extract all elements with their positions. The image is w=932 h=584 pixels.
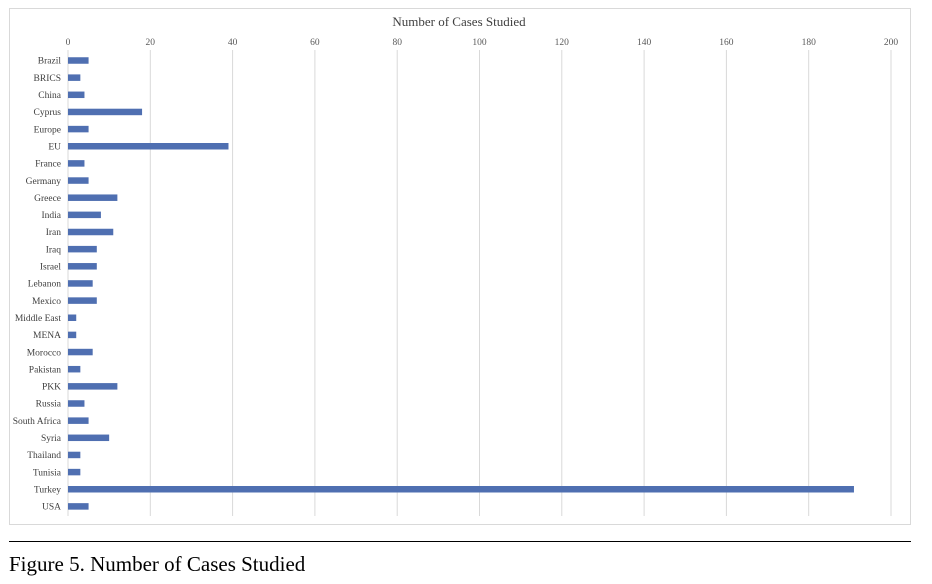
category-label: Mexico: [32, 297, 61, 307]
category-label: BRICS: [34, 74, 61, 84]
category-label: Morocco: [27, 348, 62, 358]
category-label: Brazil: [38, 57, 62, 67]
x-axis-ticks: 0 20 40 60 80 100 120 140 160 180 200: [66, 38, 899, 48]
category-label: Israel: [40, 263, 61, 273]
bar-middle-east: [68, 314, 77, 321]
bar-germany: [68, 177, 89, 184]
category-label: Middle East: [15, 314, 62, 324]
chart-frame: [9, 8, 911, 525]
category-label: South Africa: [13, 416, 62, 427]
x-tick-label: 200: [884, 38, 899, 48]
bar-tunisia: [68, 468, 81, 476]
bar-iran: [68, 228, 114, 236]
bar-china: [68, 91, 85, 99]
category-label: MENA: [33, 331, 61, 341]
bar-brazil: [68, 57, 89, 64]
gridlines: [67, 50, 892, 516]
x-tick-label: 100: [472, 38, 487, 48]
bar-morocco: [68, 348, 93, 356]
bar-south-africa: [68, 417, 89, 424]
caption-rule: [9, 541, 911, 542]
bar-cyprus: [68, 108, 143, 116]
category-label: India: [41, 211, 61, 221]
bar-israel: [68, 263, 97, 270]
bar-pkk: [68, 383, 118, 390]
x-tick-label: 0: [66, 38, 71, 48]
x-tick-label: 20: [146, 38, 156, 48]
x-tick-label: 120: [555, 38, 570, 48]
bar-thailand: [68, 451, 81, 459]
category-label: China: [38, 91, 61, 101]
y-axis-labels: Brazil BRICS China Cyprus Europe EU France Germ…: [13, 57, 62, 513]
category-label: Europe: [34, 125, 61, 135]
category-label: Thailand: [27, 451, 61, 461]
bar-lebanon: [68, 280, 93, 287]
x-tick-label: 80: [392, 38, 402, 48]
category-label: Turkey: [34, 485, 61, 495]
bars: [68, 57, 854, 510]
category-label: Syria: [41, 434, 62, 444]
category-label: Pakistan: [29, 365, 61, 375]
figure-caption: Figure 5. Number of Cases Studied: [9, 552, 306, 576]
category-label: Greece: [34, 194, 61, 204]
bar-europe: [68, 125, 89, 133]
category-label: EU: [48, 142, 61, 152]
bar-syria: [68, 434, 110, 442]
category-label: Russia: [36, 400, 62, 410]
category-label: Cyprus: [34, 108, 62, 118]
bar-turkey: [68, 486, 854, 493]
bar-india: [68, 211, 101, 219]
category-label: France: [35, 160, 61, 170]
bar-usa: [68, 503, 89, 510]
chart-title: Number of Cases Studied: [392, 14, 526, 29]
x-tick-label: 40: [228, 38, 238, 48]
category-label: Tunisia: [33, 468, 62, 478]
x-tick-label: 140: [637, 38, 652, 48]
x-tick-label: 160: [719, 38, 734, 48]
bar-iraq: [68, 245, 97, 253]
bar-mexico: [68, 297, 97, 304]
category-label: Iraq: [46, 245, 62, 255]
category-label: Iran: [46, 228, 62, 238]
bar-eu: [68, 143, 229, 150]
category-label: PKK: [42, 383, 61, 393]
bar-france: [68, 160, 85, 167]
category-label: USA: [42, 503, 61, 513]
x-tick-label: 180: [802, 38, 817, 48]
category-label: Germany: [26, 177, 62, 187]
bar-greece: [68, 194, 118, 201]
x-tick-label: 60: [310, 38, 320, 48]
bar-russia: [68, 400, 85, 407]
bar-mena: [68, 331, 77, 339]
bar-chart: Number of Cases Studied 0 20 40 60 80 100 120 1…: [13, 14, 899, 516]
category-label: Lebanon: [28, 280, 61, 290]
bar-pakistan: [68, 365, 81, 373]
bar-brics: [68, 74, 81, 81]
